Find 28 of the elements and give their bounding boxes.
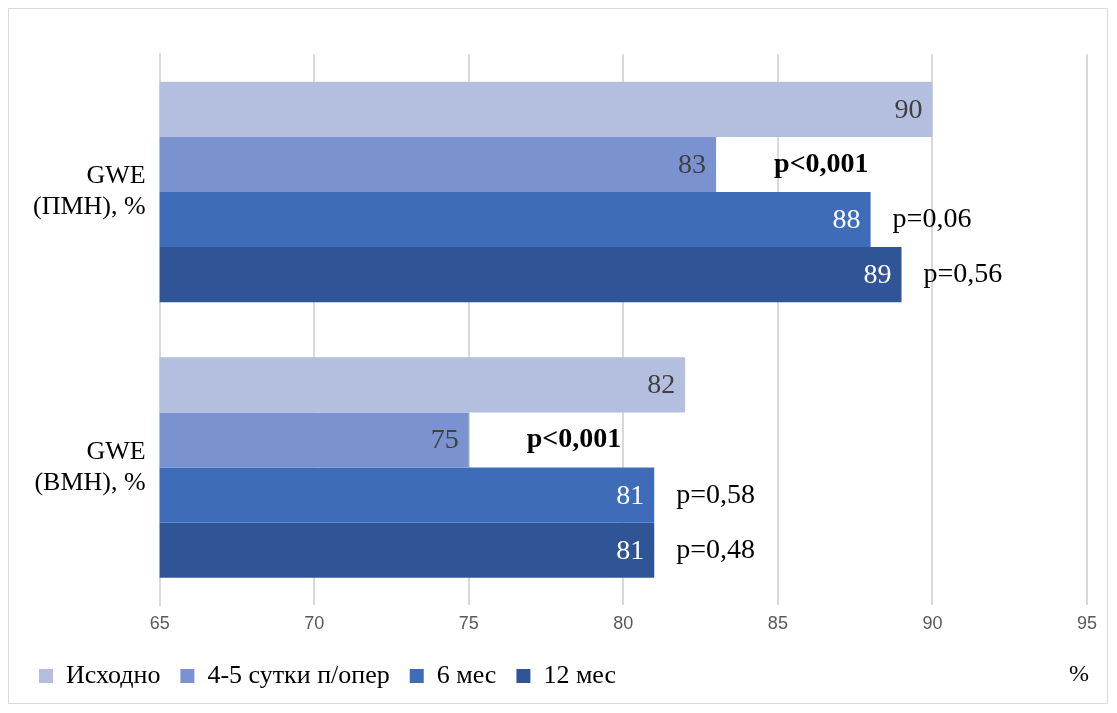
legend-label: Исходно	[66, 659, 161, 689]
x-tick-label: 80	[613, 613, 634, 634]
y-tick-label: GWE (ПМН), %	[32, 160, 146, 221]
annotation: p<0,001	[526, 422, 622, 454]
x-tick-label: 90	[922, 613, 943, 634]
annotation: p<0,001	[774, 146, 869, 178]
data-label: 75	[430, 423, 459, 455]
data-label: 81	[616, 533, 645, 565]
data-label: 83	[678, 147, 707, 179]
data-label: 81	[616, 478, 645, 510]
annotation: p=0,56	[923, 257, 1003, 289]
annotation: p=0,48	[676, 532, 756, 564]
x-tick-label: 95	[1076, 613, 1098, 634]
y-tick-label: GWE (ВМН), %	[34, 435, 146, 497]
x-axis-title: %	[1069, 660, 1089, 687]
legend-label: 4-5 сутки п/опер	[207, 659, 390, 689]
data-label: 88	[832, 202, 861, 234]
data-label: 90	[894, 92, 923, 124]
x-tick-label: 75	[458, 613, 479, 634]
annotation: p=0,06	[892, 201, 972, 233]
x-tick-label: 70	[304, 613, 325, 634]
legend-label: 6 мес	[436, 659, 497, 689]
data-label: 82	[647, 368, 676, 400]
data-label: 89	[863, 258, 892, 290]
annotation: p=0,58	[676, 477, 756, 509]
legend-label: 12 мес	[543, 659, 617, 689]
x-tick-label: 85	[767, 613, 788, 634]
x-tick-label: 65	[149, 613, 170, 634]
